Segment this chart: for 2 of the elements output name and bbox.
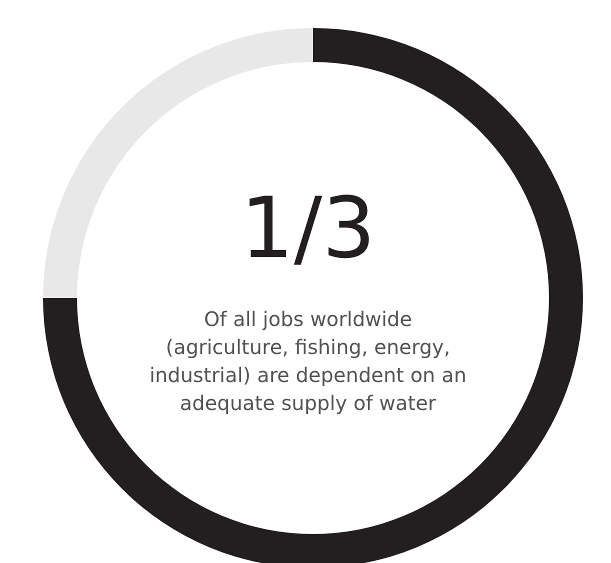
text: 1/3 bbox=[239, 178, 377, 278]
text: Of all jobs worldwide (agriculture, fishing, energy, industrial) are dependent on an adequate supply of water bbox=[148, 306, 468, 417]
